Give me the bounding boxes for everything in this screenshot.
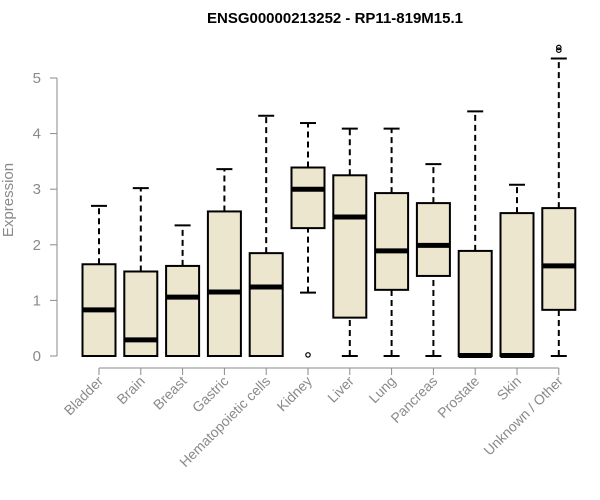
chart-title: ENSG00000213252 - RP11-819M15.1 <box>207 10 463 27</box>
iqr-box <box>541 207 577 311</box>
iqr-box <box>165 264 201 358</box>
x-tick-label: Brain <box>113 373 147 407</box>
iqr-box <box>248 252 284 357</box>
box-group <box>206 168 242 357</box>
x-tick-label: Lung <box>365 373 398 406</box>
y-axis: 0 1 2 3 4 5 <box>33 70 58 365</box>
iqr-box <box>206 210 242 357</box>
box-group <box>81 204 117 358</box>
box-group <box>332 127 368 357</box>
iqr-box <box>415 202 451 277</box>
box-group <box>123 187 159 358</box>
box-group <box>541 44 577 357</box>
box-group <box>374 127 410 357</box>
box-group <box>415 163 451 357</box>
iqr-box <box>332 174 368 319</box>
iqr-box <box>457 249 493 357</box>
y-tick-label: 4 <box>33 126 41 143</box>
box-group <box>457 110 493 358</box>
y-tick-label: 0 <box>33 348 41 365</box>
y-tick-label: 5 <box>33 70 41 87</box>
outlier-point <box>555 47 562 54</box>
x-tick-label: Breast <box>150 373 190 413</box>
plot-area <box>81 44 577 358</box>
x-tick-label: Skin <box>494 373 525 404</box>
box-group <box>165 224 201 358</box>
x-tick-label: Bladder <box>61 373 107 419</box>
iqr-box <box>374 192 410 291</box>
x-tick-label: Prostate <box>434 373 482 421</box>
iqr-box <box>499 212 535 357</box>
x-tick-label: Kidney <box>274 373 316 415</box>
x-tick-label: Unknown / Other <box>480 373 566 459</box>
y-axis-label: Expression <box>0 163 17 237</box>
iqr-box <box>290 166 326 230</box>
outlier-point <box>555 44 562 51</box>
y-tick-label: 2 <box>33 237 41 254</box>
iqr-box <box>123 270 159 358</box>
outlier-point <box>305 352 311 358</box>
y-tick-label: 1 <box>33 292 41 309</box>
box-group <box>248 114 284 357</box>
x-tick-label: Liver <box>324 373 357 406</box>
box-group <box>499 183 535 358</box>
box-group <box>290 122 326 358</box>
y-tick-label: 3 <box>33 181 41 198</box>
